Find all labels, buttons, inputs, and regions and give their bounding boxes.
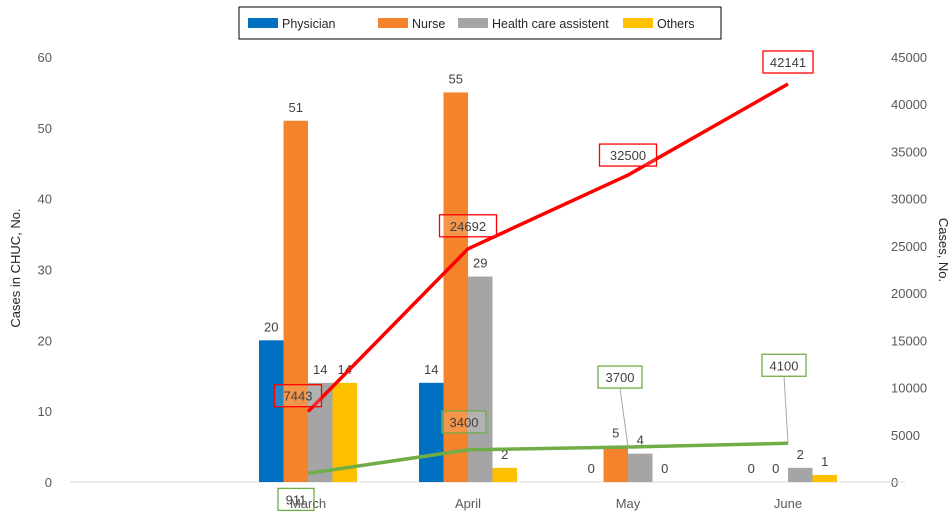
line-callouts: 7443 24692 32500 42141 911 3400 3700 4100 (273, 50, 814, 512)
left-tick-label: 20 (38, 333, 52, 348)
legend-swatch (248, 18, 278, 28)
line-series (306, 82, 789, 476)
legend-swatch (458, 18, 488, 28)
legend-entry: Health care assistent (492, 17, 609, 31)
right-axis-ticks: 0500010000150002000025000300003500040000… (891, 50, 927, 490)
callout-box (597, 365, 643, 389)
bar-value-label: 0 (772, 461, 779, 476)
bar (492, 467, 517, 482)
left-axis-title: Cases in CHUC, No. (8, 208, 23, 327)
legend-swatch (623, 18, 653, 28)
right-tick-label: 20000 (891, 286, 927, 301)
right-tick-label: 45000 (891, 50, 927, 65)
left-tick-label: 60 (38, 50, 52, 65)
bar-value-label: 14 (313, 362, 327, 377)
bar (468, 276, 493, 482)
callout-box (762, 50, 814, 74)
bar (812, 474, 837, 482)
callout-leader (783, 376, 789, 444)
callout-label: 911 (286, 492, 307, 507)
callout-box (273, 384, 323, 408)
callout-label: 42141 (770, 55, 806, 70)
callout-label: 3700 (606, 370, 635, 385)
bar (788, 467, 813, 482)
callout-label: 32500 (610, 148, 646, 163)
bar-value-label: 4 (637, 433, 644, 448)
callout-label: 24692 (450, 219, 486, 234)
x-tick-label: March (290, 496, 326, 511)
bar (283, 120, 308, 482)
bar-value-label: 0 (661, 461, 668, 476)
right-tick-label: 10000 (891, 381, 927, 396)
x-axis-ticks: March April May June (290, 496, 802, 511)
left-axis-title-text: Cases in CHUC, No. (8, 208, 23, 327)
bar-value-label: 14 (424, 362, 438, 377)
right-axis-title-text: Cases, No. (936, 218, 951, 282)
legend-entry: Physician (282, 17, 336, 31)
bar (628, 453, 653, 482)
right-tick-label: 35000 (891, 144, 927, 159)
callout-label: 4100 (770, 358, 799, 373)
bar-value-label: 1 (821, 454, 828, 469)
right-tick-label: 5000 (891, 428, 920, 443)
left-tick-label: 0 (45, 475, 52, 490)
left-tick-label: 50 (38, 121, 52, 136)
bar-value-label: 0 (588, 461, 595, 476)
right-tick-label: 15000 (891, 333, 927, 348)
x-tick-label: June (774, 496, 802, 511)
bar (259, 340, 284, 482)
legend-entry: Others (657, 17, 695, 31)
bar-value-label: 20 (264, 319, 278, 334)
x-tick-label: May (616, 496, 641, 511)
x-tick-label: April (455, 496, 481, 511)
right-tick-label: 40000 (891, 97, 927, 112)
bar-value-label: 2 (797, 447, 804, 462)
left-axis-ticks: 0 10 20 30 40 50 60 (38, 50, 52, 490)
right-tick-label: 30000 (891, 192, 927, 207)
left-tick-label: 40 (38, 192, 52, 207)
legend: Physician Nurse Health care assistent Other… (238, 6, 722, 40)
callout-label: 7443 (284, 389, 313, 404)
callout-label: 3400 (450, 415, 479, 430)
bar-value-label: 0 (748, 461, 755, 476)
bar (603, 446, 628, 482)
bar-value-label: 5 (612, 426, 619, 441)
callout-box (441, 410, 487, 434)
callout-box (598, 143, 658, 167)
bar (419, 382, 444, 482)
callout-box (438, 214, 498, 238)
legend-entry: Nurse (412, 17, 445, 31)
line-series-path (306, 82, 789, 413)
legend-swatch (378, 18, 408, 28)
line-series-path (307, 441, 789, 476)
bar-value-label: 2 (501, 447, 508, 462)
bar (443, 92, 468, 483)
left-tick-label: 10 (38, 404, 52, 419)
bar-value-label: 55 (449, 71, 463, 86)
right-axis-title: Cases, No. (936, 218, 951, 282)
right-tick-label: 25000 (891, 239, 927, 254)
bar-value-label: 29 (473, 256, 487, 271)
callout-box (761, 353, 807, 377)
callout-leader (619, 387, 629, 448)
bar-series (259, 92, 837, 483)
callout-box (277, 487, 315, 512)
left-tick-label: 30 (38, 263, 52, 278)
bar-value-label: 51 (289, 100, 303, 115)
